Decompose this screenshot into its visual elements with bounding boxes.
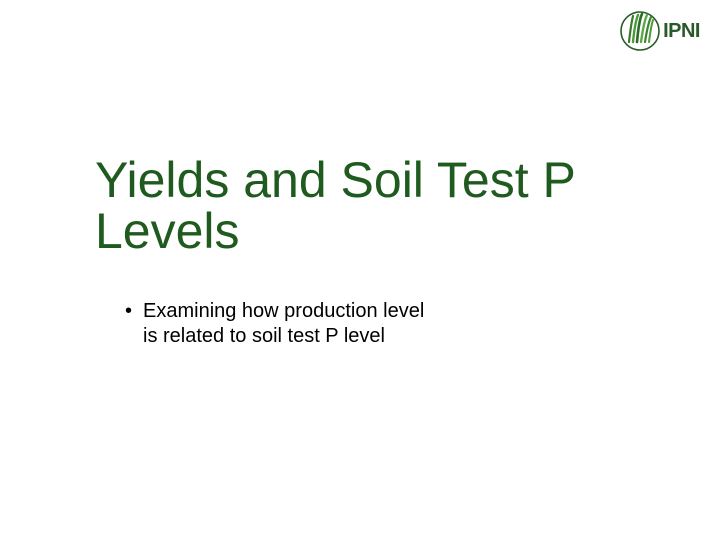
- brand-name: IPNI: [663, 20, 700, 43]
- slide-title: Yields and Soil Test P Levels: [95, 155, 660, 257]
- bullet-list: Examining how production level is relate…: [95, 299, 660, 349]
- bullet-item: Examining how production level is relate…: [143, 299, 443, 349]
- slide-content: Yields and Soil Test P Levels Examining …: [95, 155, 660, 349]
- brand-logo: IPNI: [619, 10, 700, 52]
- grass-logo-icon: [619, 10, 661, 52]
